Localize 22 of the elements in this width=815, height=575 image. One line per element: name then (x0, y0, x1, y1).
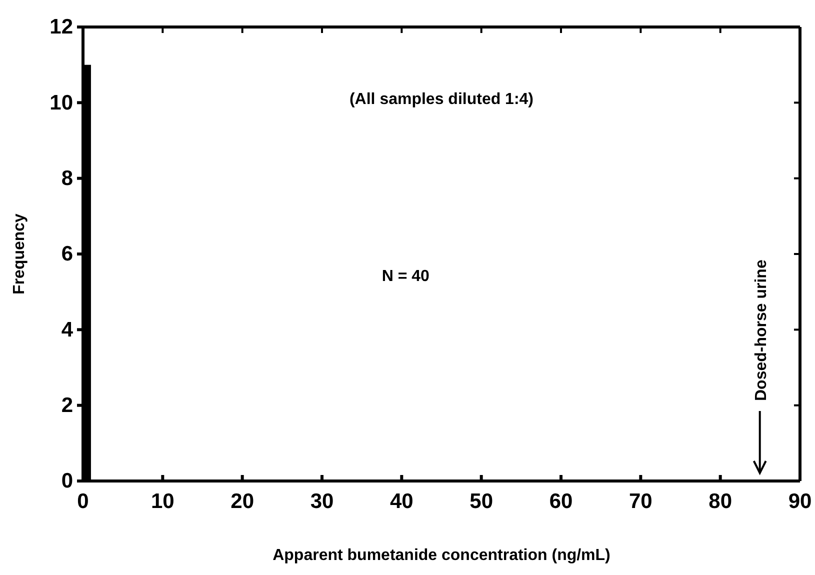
x-tick-label: 30 (310, 490, 334, 513)
x-tick-label: 20 (230, 490, 254, 513)
y-tick-label: 6 (61, 242, 73, 266)
annotation: Dosed-horse urine (752, 260, 770, 401)
x-axis-title: Apparent bumetanide concentration (ng/mL) (272, 547, 610, 564)
x-tick-label: 70 (628, 490, 652, 513)
x-tick-label: 80 (708, 490, 732, 513)
y-axis-title: Frequency (11, 213, 28, 294)
y-tick-label: 8 (61, 167, 74, 190)
y-tick-label: 0 (61, 470, 73, 493)
x-tick-label: 90 (788, 490, 812, 513)
annotation: N = 40 (382, 268, 430, 286)
x-tick-label: 0 (77, 490, 89, 513)
y-tick-label: 12 (50, 16, 73, 39)
y-tick-label: 4 (61, 318, 74, 342)
x-tick-label: 10 (150, 490, 174, 513)
y-tick-label: 10 (50, 91, 73, 114)
annotation: (All samples diluted 1:4) (349, 91, 534, 108)
y-tick-label: 2 (61, 394, 73, 418)
x-tick-label: 40 (390, 490, 414, 513)
x-tick-label: 50 (470, 490, 494, 513)
x-tick-label: 60 (549, 490, 573, 513)
